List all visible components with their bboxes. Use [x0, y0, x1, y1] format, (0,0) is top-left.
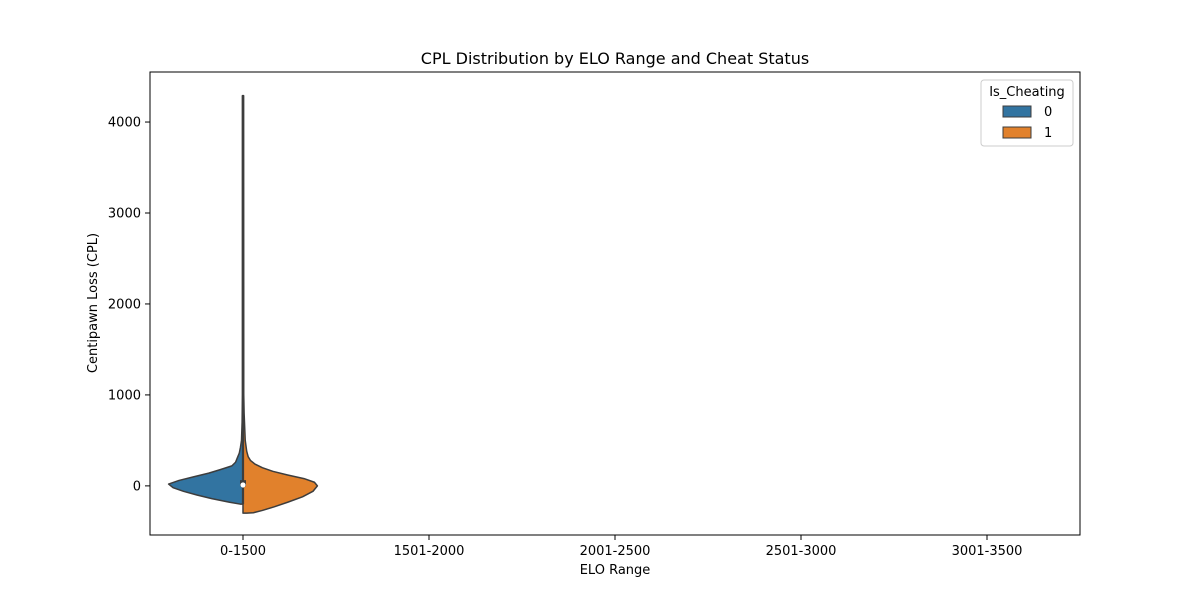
legend-title: Is_Cheating	[989, 85, 1065, 100]
y-tick-label: 1000	[108, 388, 141, 403]
x-tick-label: 0-1500	[220, 544, 266, 559]
y-axis: 0 1000 2000 3000 4000	[108, 116, 150, 494]
y-tick-label: 3000	[108, 206, 141, 221]
x-axis-label: ELO Range	[580, 563, 651, 578]
y-axis-label: Centipawn Loss (CPL)	[86, 233, 101, 373]
y-tick-label: 2000	[108, 297, 141, 312]
legend-swatch-1	[1002, 126, 1032, 139]
legend-swatch-0	[1002, 105, 1032, 118]
x-axis: 0-1500 1501-2000 2001-2500 2501-3000 3001-35…	[220, 535, 1022, 559]
y-tick-label: 4000	[108, 116, 141, 131]
x-tick-label: 2501-3000	[766, 544, 837, 559]
legend-label-1: 1	[1044, 126, 1052, 141]
violins-layer	[167, 94, 319, 514]
x-tick-label: 2001-2500	[580, 544, 651, 559]
legend-label-0: 0	[1044, 105, 1052, 120]
y-tick-label: 0	[133, 479, 141, 494]
legend: Is_Cheating 0 1	[980, 79, 1074, 147]
median-marker	[240, 482, 246, 488]
x-tick-label: 3001-3500	[952, 544, 1023, 559]
x-tick-label: 1501-2000	[394, 544, 465, 559]
chart-title: CPL Distribution by ELO Range and Cheat …	[421, 49, 809, 68]
